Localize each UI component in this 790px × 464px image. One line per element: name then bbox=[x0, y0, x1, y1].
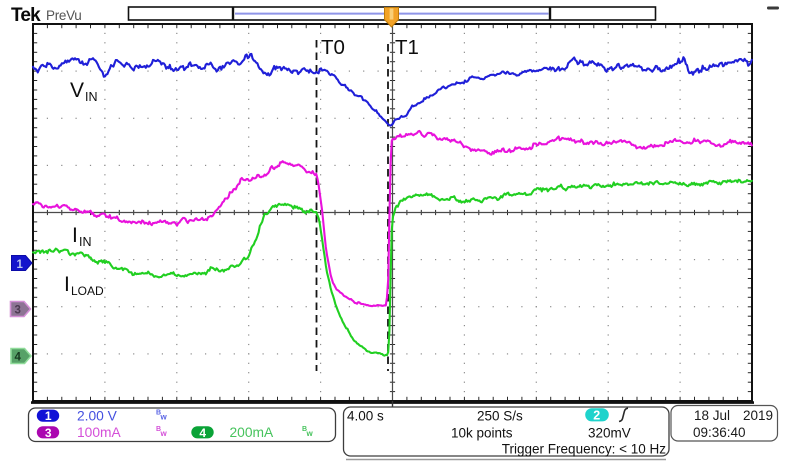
svg-text:Trigger Frequency: < 10 Hz: Trigger Frequency: < 10 Hz bbox=[502, 442, 666, 457]
svg-text:I: I bbox=[72, 224, 78, 247]
svg-text:250 S/s: 250 S/s bbox=[477, 409, 523, 424]
svg-text:PreVu: PreVu bbox=[46, 8, 82, 23]
svg-text:3: 3 bbox=[45, 426, 52, 440]
svg-text:w: w bbox=[160, 413, 168, 422]
svg-text:09:36:40: 09:36:40 bbox=[693, 425, 746, 440]
svg-text:B: B bbox=[302, 426, 307, 433]
svg-text:B: B bbox=[156, 410, 161, 417]
svg-text:3: 3 bbox=[15, 305, 21, 317]
svg-text:2: 2 bbox=[593, 409, 600, 423]
svg-text:w: w bbox=[306, 429, 314, 438]
svg-text:Tek: Tek bbox=[11, 5, 41, 26]
svg-text:2.00 V: 2.00 V bbox=[77, 409, 118, 424]
svg-text:V: V bbox=[70, 79, 84, 102]
svg-text:IN: IN bbox=[85, 90, 98, 104]
svg-text:I: I bbox=[64, 273, 70, 296]
svg-text:1: 1 bbox=[45, 409, 52, 423]
svg-text:100mA: 100mA bbox=[77, 425, 122, 440]
svg-text:w: w bbox=[160, 429, 168, 438]
svg-text:IN: IN bbox=[79, 235, 92, 249]
svg-text:LOAD: LOAD bbox=[71, 284, 104, 298]
svg-text:4.00 s: 4.00 s bbox=[347, 409, 384, 424]
svg-text:T1: T1 bbox=[395, 36, 419, 59]
svg-text:200mA: 200mA bbox=[230, 425, 275, 440]
svg-text:1: 1 bbox=[17, 259, 24, 271]
svg-text:18 Jul: 18 Jul bbox=[694, 408, 730, 423]
svg-text:B: B bbox=[156, 426, 161, 433]
svg-text:T0: T0 bbox=[321, 36, 345, 59]
svg-text:2019: 2019 bbox=[743, 408, 773, 423]
svg-text:4: 4 bbox=[199, 426, 206, 440]
svg-text:320mV: 320mV bbox=[588, 426, 631, 441]
svg-text:4: 4 bbox=[15, 352, 22, 364]
svg-text:10k points: 10k points bbox=[451, 426, 513, 441]
